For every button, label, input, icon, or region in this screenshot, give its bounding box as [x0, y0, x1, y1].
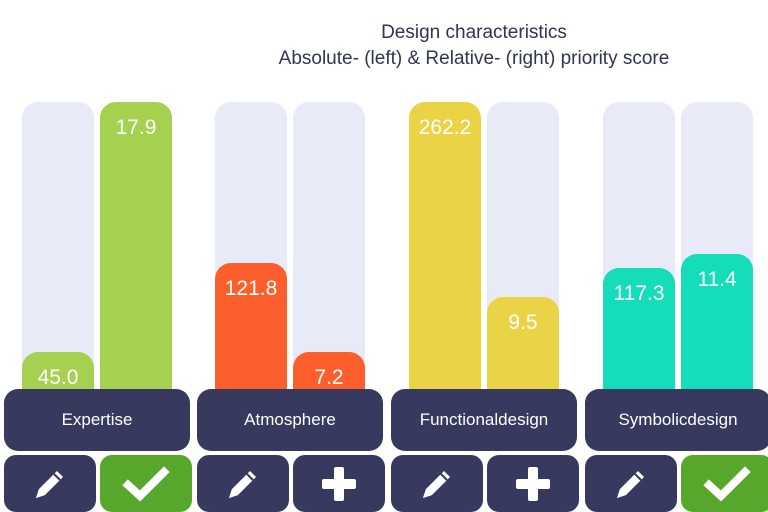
category-label-expertise: Expertise — [4, 389, 190, 451]
data-label-relative-symbolic-design: 11.4 — [697, 268, 737, 291]
plus-icon — [319, 464, 359, 504]
selected-button-symbolic-design[interactable] — [681, 455, 768, 512]
chart-subtitle: Absolute- (left) & Relative- (right) pri… — [278, 48, 670, 69]
category-label-text: Functional — [419, 410, 499, 429]
data-label-relative-functional-design: 9.5 — [508, 311, 538, 334]
category-label-text: Atmosphere — [244, 410, 336, 429]
category-label-atmosphere: Atmosphere — [197, 389, 383, 451]
check-icon — [122, 464, 170, 504]
pencil-icon — [223, 464, 263, 504]
data-label-absolute-expertise: 45.0 — [37, 366, 79, 389]
selected-button-expertise[interactable] — [100, 455, 192, 512]
bar-absolute-atmosphere — [215, 263, 287, 389]
bar-absolute-functional-design — [409, 102, 481, 389]
category-label-functional-design: Functional design — [391, 389, 577, 451]
category-label-text: design — [498, 410, 549, 429]
pencil-icon — [611, 464, 651, 504]
bar-track-absolute-expertise — [22, 102, 94, 389]
edit-button-atmosphere[interactable] — [197, 455, 289, 512]
data-label-absolute-atmosphere: 121.8 — [224, 277, 278, 300]
check-icon — [703, 464, 751, 504]
category-label-text: design — [687, 410, 738, 429]
data-label-relative-expertise: 17.9 — [115, 116, 157, 139]
pencil-icon — [417, 464, 457, 504]
bar-relative-expertise — [100, 102, 172, 389]
category-label-symbolic-design: Symbolic design — [585, 389, 768, 451]
category-label-text: Expertise — [61, 410, 133, 429]
chart-title: Design characteristics — [381, 22, 567, 43]
plus-icon — [513, 464, 553, 504]
category-label-text: Symbolic — [618, 410, 688, 429]
add-button-atmosphere[interactable] — [293, 455, 385, 512]
bar-absolute-expertise — [22, 352, 94, 389]
bar-relative-functional-design — [487, 297, 559, 389]
data-label-absolute-functional-design: 262.2 — [418, 116, 472, 139]
data-label-absolute-symbolic-design: 117.3 — [613, 282, 665, 305]
pencil-icon — [30, 464, 70, 504]
bar-relative-symbolic-design — [681, 254, 753, 389]
add-button-functional-design[interactable] — [487, 455, 579, 512]
data-label-relative-atmosphere: 7.2 — [314, 366, 344, 389]
bar-relative-atmosphere — [293, 352, 365, 389]
edit-button-functional-design[interactable] — [391, 455, 483, 512]
edit-button-symbolic-design[interactable] — [585, 455, 677, 512]
bar-track-relative-atmosphere — [293, 102, 365, 389]
edit-button-expertise[interactable] — [4, 455, 96, 512]
bar-absolute-symbolic-design — [603, 268, 675, 389]
